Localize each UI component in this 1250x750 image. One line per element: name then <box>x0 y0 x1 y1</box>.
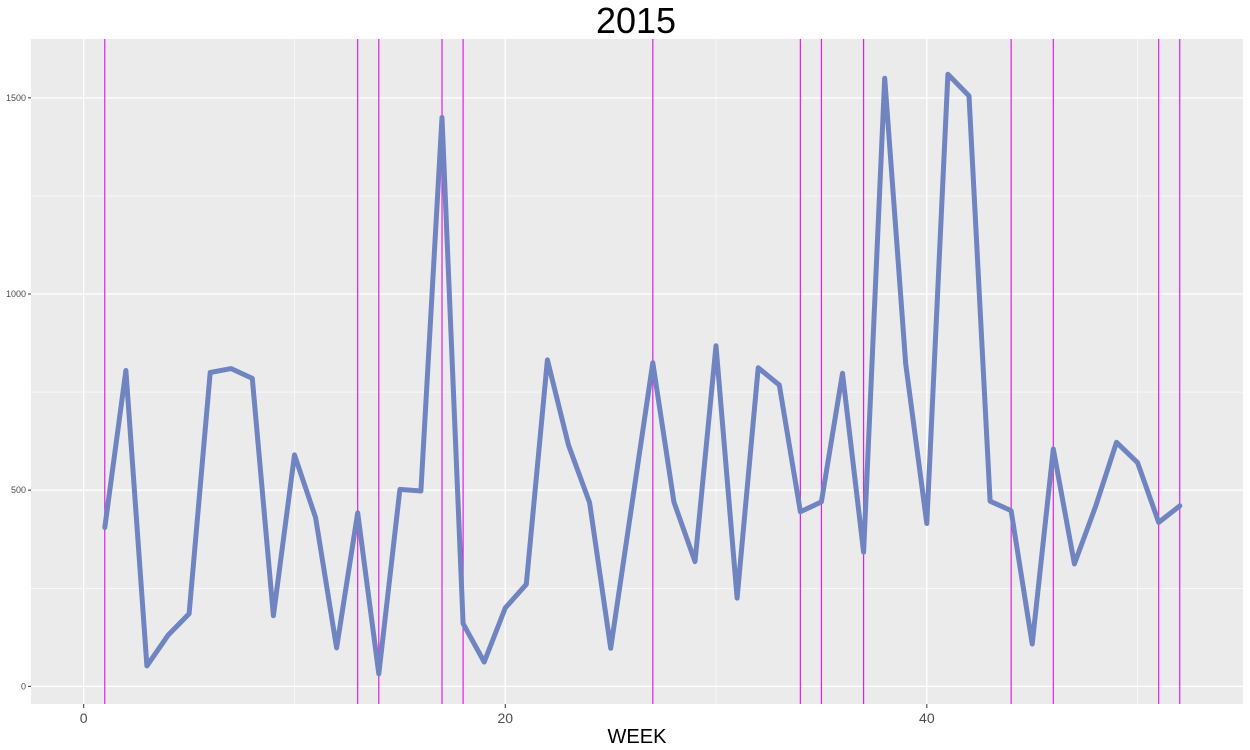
series-line <box>102 71 1183 677</box>
x-tick-label: 0 <box>80 710 88 726</box>
x-tick-label: 20 <box>497 710 513 726</box>
y-tick-label: 1000 <box>6 289 26 299</box>
chart-title: 2015 <box>596 0 676 41</box>
axis-ticks: 0 20 40 0 500 1000 1500 <box>6 93 935 726</box>
series-layer <box>102 71 1183 677</box>
y-tick-label: 500 <box>11 485 26 495</box>
y-tick-label: 0 <box>21 681 26 691</box>
x-tick-label: 40 <box>919 710 935 726</box>
x-axis-title: WEEK <box>608 726 668 748</box>
grid-lines <box>31 39 1243 704</box>
y-tick-label: 1500 <box>6 93 26 103</box>
